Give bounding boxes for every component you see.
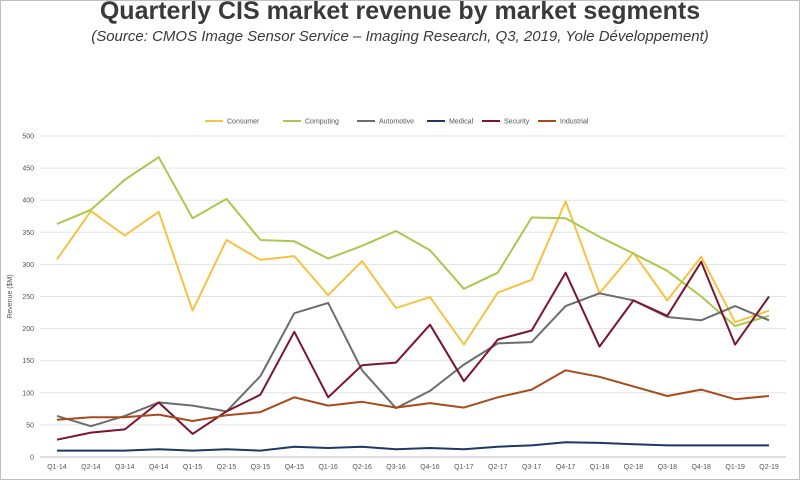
x-tick-label: Q4-16 [420, 464, 440, 471]
x-tick-label: Q2-16 [352, 464, 372, 471]
x-tick-label: Q3-18 [658, 464, 678, 471]
x-tick-label: Q2-14 [81, 464, 101, 471]
x-tick-label: Q1-15 [183, 464, 203, 471]
legend-label: Security [504, 119, 530, 126]
y-tick-label: 350 [22, 230, 34, 237]
y-tick-label: 400 [22, 198, 34, 205]
series-line-medical [57, 441, 769, 452]
x-tick-label: Q4-17 [556, 464, 576, 471]
x-tick-label: Q2-17 [488, 464, 508, 471]
x-tick-label: Q3-17 [522, 464, 542, 471]
series-line-computing [56, 156, 770, 327]
legend-label: Computing [305, 119, 339, 126]
chart-title: Quarterly CIS market revenue by market s… [99, 0, 701, 25]
x-tick-label: Q4-15 [285, 464, 305, 471]
y-tick-label: 0 [30, 455, 34, 462]
y-tick-label: 150 [22, 358, 34, 365]
legend-label: Industrial [560, 119, 589, 126]
x-tick-label: Q2-19 [759, 464, 779, 471]
series-line-consumer [56, 200, 770, 346]
x-tick-label: Q3-15 [251, 464, 271, 471]
series-line-industrial [56, 369, 770, 422]
y-tick-label: 200 [22, 326, 34, 333]
legend-label: Medical [449, 119, 474, 126]
x-tick-label: Q1-16 [318, 464, 338, 471]
x-tick-label: Q2-18 [624, 464, 644, 471]
x-tick-label: Q3-14 [115, 464, 135, 471]
x-tick-label: Q2-15 [217, 464, 237, 471]
y-tick-label: 100 [22, 390, 34, 397]
x-tick-label: Q3-16 [386, 464, 406, 471]
legend-label: Consumer [227, 119, 260, 126]
x-tick-label: Q1-17 [454, 464, 474, 471]
y-axis-label: Revenue ($M) [7, 274, 14, 318]
x-tick-label: Q1-18 [590, 464, 610, 471]
x-tick-label: Q1-14 [47, 464, 67, 471]
y-tick-label: 300 [22, 262, 34, 269]
series-line-security [56, 260, 770, 441]
y-tick-label: 450 [22, 166, 34, 173]
y-tick-label: 500 [22, 134, 34, 141]
y-tick-label: 50 [26, 422, 34, 429]
x-tick-label: Q4-14 [149, 464, 169, 471]
legend-label: Automotive [379, 119, 414, 126]
x-tick-label: Q4-18 [691, 464, 711, 471]
y-tick-label: 250 [22, 294, 34, 301]
x-tick-label: Q1-19 [725, 464, 745, 471]
chart-subtitle: (Source: CMOS Image Sensor Service – Ima… [91, 28, 709, 45]
